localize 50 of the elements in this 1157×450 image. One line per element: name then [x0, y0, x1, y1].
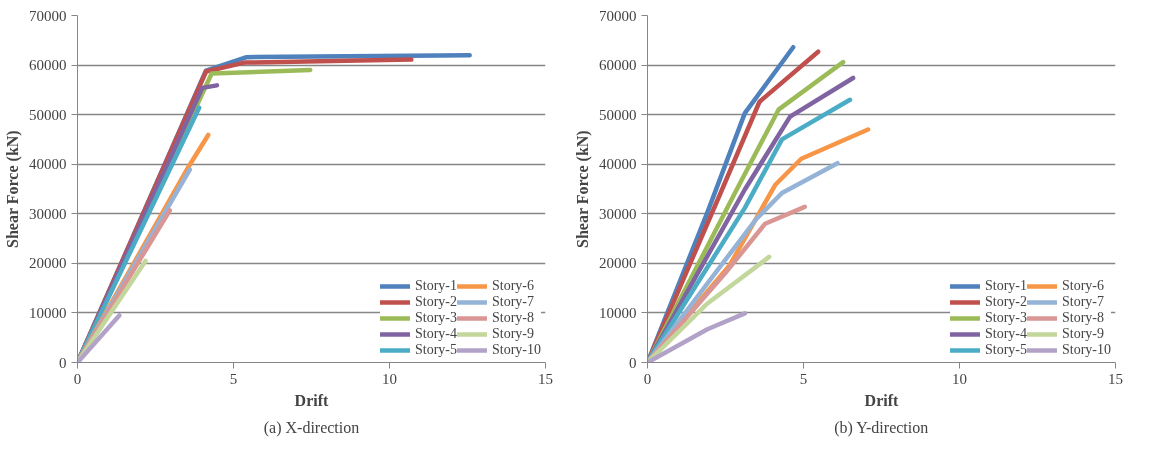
y-tick-label: 60000 [29, 57, 67, 74]
y-tick-label: 0 [629, 354, 637, 371]
y-tick-label: 70000 [599, 7, 637, 24]
x-tick-label: 0 [643, 370, 652, 387]
x-tick-label: 15 [538, 370, 553, 387]
legend-label: Story-6 [492, 278, 534, 294]
legend-label: Story-1 [985, 278, 1027, 294]
y-tick-label: 70000 [29, 7, 67, 24]
legend-label: Story-3 [415, 310, 457, 326]
legend-label: Story-2 [415, 294, 457, 310]
legend-label: Story-2 [985, 294, 1027, 310]
y-tick-label: 50000 [599, 106, 637, 123]
legend-label: Story-8 [492, 310, 534, 326]
legend-label: Story-10 [492, 342, 541, 358]
legend-label: Story-7 [492, 294, 534, 310]
legend-label: Story-4 [415, 326, 457, 342]
legend-label: Story-5 [985, 342, 1027, 358]
y-tick-label: 0 [59, 354, 67, 371]
legend-label: Story-5 [415, 342, 457, 358]
legend-label: Story-3 [985, 310, 1027, 326]
x-axis-title: Drift [294, 391, 330, 409]
y-tick-label: 20000 [29, 255, 67, 272]
legend-label: Story-1 [415, 278, 457, 294]
x-tick-label: 10 [382, 370, 397, 387]
y-tick-label: 60000 [599, 57, 637, 74]
legend-label: Story-9 [1062, 326, 1104, 342]
x-axis-title: Drift [864, 391, 900, 409]
y-axis-title: Shear Force (kN) [574, 130, 592, 248]
y-tick-label: 30000 [29, 205, 67, 222]
x-tick-label: 5 [229, 370, 238, 387]
legend-label: Story-10 [1062, 342, 1111, 358]
legend-label: Story-4 [985, 326, 1027, 342]
x-tick-label: 15 [1108, 370, 1123, 387]
y-tick-label: 40000 [29, 156, 67, 173]
legend-label: Story-9 [492, 326, 534, 342]
text: (b) Y-direction [834, 418, 929, 437]
y-tick-label: 10000 [29, 304, 67, 321]
y-tick-label: 20000 [599, 255, 637, 272]
y-tick-label: 50000 [29, 106, 67, 123]
y-axis-title: Shear Force (kN) [4, 130, 22, 248]
legend-label: Story-7 [1062, 294, 1104, 310]
legend-label: Story-8 [1062, 310, 1104, 326]
text: (a) X-direction [263, 418, 360, 437]
y-tick-label: 40000 [599, 156, 637, 173]
y-tick-label: 30000 [599, 205, 637, 222]
x-tick-label: 5 [799, 370, 808, 387]
x-tick-label: 0 [73, 370, 82, 387]
legend-label: Story-6 [1062, 278, 1104, 294]
x-tick-label: 10 [952, 370, 967, 387]
y-tick-label: 10000 [599, 304, 637, 321]
